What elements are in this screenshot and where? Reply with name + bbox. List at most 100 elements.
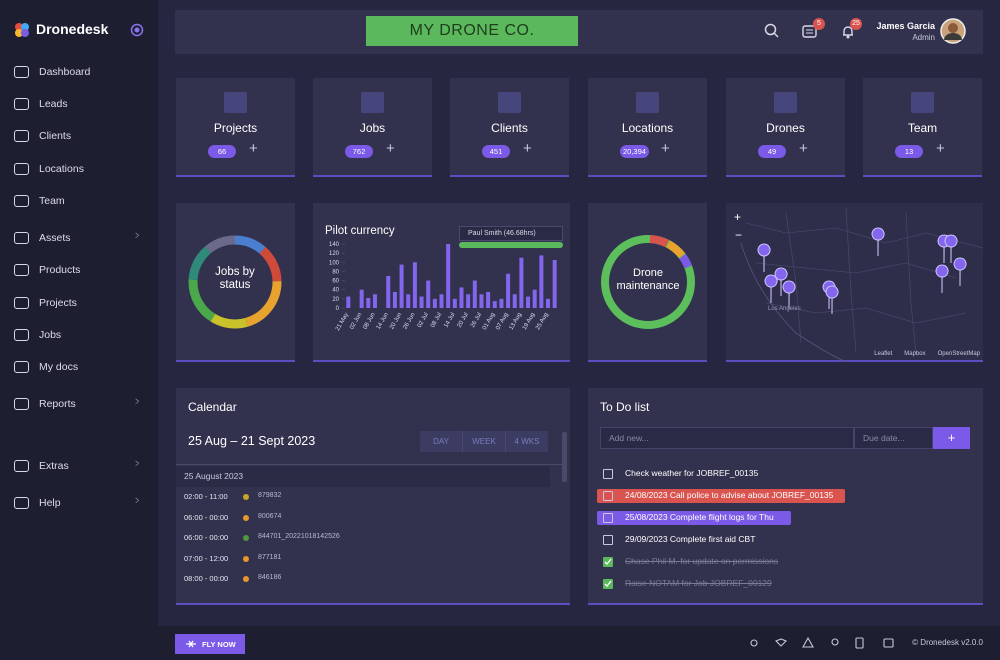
y-tick-label: 120 xyxy=(329,251,340,257)
bar xyxy=(392,292,397,308)
nav-label: Leads xyxy=(39,98,68,110)
bar xyxy=(366,297,371,308)
header-bar xyxy=(175,10,983,54)
event-ref[interactable]: 844701_20221018142526 xyxy=(258,533,340,540)
stat-card[interactable]: Locations 20,394 + xyxy=(588,78,707,177)
brand-name: Dronedesk xyxy=(36,21,109,37)
x-tick-label: 08 Jul xyxy=(430,312,443,329)
todo-text: 29/09/2023 Complete first aid CBT xyxy=(625,534,756,544)
todo-text: Raise NOTAM for Job JOBREF_00129 xyxy=(625,578,772,588)
y-tick-label: 80 xyxy=(332,269,339,275)
event-ref[interactable]: 846186 xyxy=(258,574,282,581)
attribution-link[interactable]: Leaflet xyxy=(874,351,893,357)
event-ref[interactable]: 800674 xyxy=(258,512,282,520)
nav-item[interactable]: Jobs xyxy=(14,326,146,344)
attribution-link[interactable]: OpenStreetMap xyxy=(937,351,980,357)
nav-chevron: > xyxy=(135,230,140,242)
y-tick-label: 140 xyxy=(329,242,340,248)
stat-label: Jobs xyxy=(359,121,386,135)
nav-item[interactable]: Reports > xyxy=(14,395,146,413)
stat-card[interactable]: Drones 49 + xyxy=(726,78,845,177)
pilot-select[interactable]: Paul Smith (46.68hrs) xyxy=(459,226,563,241)
bar xyxy=(432,298,437,308)
nav-icon xyxy=(14,232,29,244)
bar xyxy=(412,262,417,308)
nav-item[interactable]: Help > xyxy=(14,494,146,512)
todo-text: Chase Phil M. for update on permissions xyxy=(625,556,779,566)
nav-item[interactable]: Assets > xyxy=(14,229,146,247)
nav-icon xyxy=(14,98,29,110)
todo-checkbox[interactable] xyxy=(603,557,613,567)
zoom-out[interactable]: − xyxy=(735,228,743,242)
stat-count: 49 xyxy=(758,145,786,158)
company-name[interactable]: MY DRONE CO. xyxy=(366,16,578,46)
nav-item[interactable]: Leads xyxy=(14,95,146,113)
nav-item[interactable]: Extras > xyxy=(14,457,146,475)
stat-card[interactable]: Jobs 762 + xyxy=(313,78,432,177)
view-button[interactable]: WEEK xyxy=(462,431,505,452)
nav-label: Clients xyxy=(39,130,72,142)
nav-item[interactable]: My docs xyxy=(14,358,146,376)
stat-label: Clients xyxy=(491,121,528,135)
nav-label: Dashboard xyxy=(39,66,91,78)
todo-add-button[interactable]: + xyxy=(933,427,970,449)
stat-add[interactable]: + xyxy=(936,140,945,157)
fly-now-button[interactable]: FLY NOW xyxy=(175,634,245,654)
event-time: 08:00 - 00:00 xyxy=(184,574,229,583)
nav-item[interactable]: Clients xyxy=(14,127,146,145)
map-attribution: Leaflet Mapbox OpenStreetMap xyxy=(855,351,980,357)
bar xyxy=(486,292,491,308)
todo-checkbox[interactable] xyxy=(603,535,613,545)
event-dot xyxy=(243,555,249,562)
stat-card[interactable]: Team 13 + xyxy=(863,78,982,177)
user-name: James Garcia xyxy=(876,21,935,31)
stat-card[interactable]: Projects 66 + xyxy=(176,78,295,177)
calendar-views: DAY WEEK 4 WKS xyxy=(420,431,548,452)
stat-add[interactable]: + xyxy=(661,140,670,157)
nav-label: Assets xyxy=(39,232,71,244)
stat-icon xyxy=(224,92,247,113)
bar xyxy=(512,294,517,308)
todo-input[interactable]: Add new... xyxy=(600,427,854,449)
view-button[interactable]: 4 WKS xyxy=(505,431,548,452)
sidebar-toggle[interactable] xyxy=(130,23,144,37)
event-ref[interactable]: 879832 xyxy=(258,492,282,499)
stat-add[interactable]: + xyxy=(249,140,258,157)
brand-logo xyxy=(15,23,29,37)
todo-text: 25/08/2023 Complete flight logs for Thu xyxy=(625,512,774,522)
stat-add[interactable]: + xyxy=(386,140,395,157)
nav-label: Locations xyxy=(39,163,84,175)
scrollbar[interactable] xyxy=(562,432,567,482)
todo-checkbox[interactable] xyxy=(603,491,613,501)
nav-item[interactable]: Locations xyxy=(14,160,146,178)
todo-checkbox[interactable] xyxy=(603,579,613,589)
stat-icon xyxy=(636,92,659,113)
user-avatar[interactable] xyxy=(940,18,966,44)
stat-card[interactable]: Clients 451 + xyxy=(450,78,569,177)
nav-item[interactable]: Team xyxy=(14,192,146,210)
todo-checkbox[interactable] xyxy=(603,469,613,479)
attribution-link[interactable]: Mapbox xyxy=(904,351,926,357)
event-ref[interactable]: 877181 xyxy=(258,553,282,561)
nav-chevron: > xyxy=(135,495,140,507)
nav-icon xyxy=(14,264,29,276)
nav-icon xyxy=(14,130,29,142)
nav-label: Jobs xyxy=(39,329,62,341)
notifications-icon[interactable] xyxy=(841,24,855,39)
nav-item[interactable]: Dashboard xyxy=(14,63,146,81)
todo-date[interactable]: Due date... xyxy=(854,427,933,449)
stat-icon xyxy=(361,92,384,113)
nav-item[interactable]: Products xyxy=(14,261,146,279)
stat-add[interactable]: + xyxy=(523,140,532,157)
bar xyxy=(546,298,551,308)
bar xyxy=(399,264,404,308)
nav-item[interactable]: Projects xyxy=(14,294,146,312)
bar xyxy=(359,289,364,308)
search-icon[interactable] xyxy=(764,23,780,39)
todo-checkbox[interactable] xyxy=(603,513,613,523)
zoom-in[interactable]: + xyxy=(734,210,742,224)
view-button[interactable]: DAY xyxy=(433,437,449,446)
messages-icon[interactable] xyxy=(802,24,818,39)
stat-add[interactable]: + xyxy=(799,140,808,157)
event-dot xyxy=(243,576,249,582)
